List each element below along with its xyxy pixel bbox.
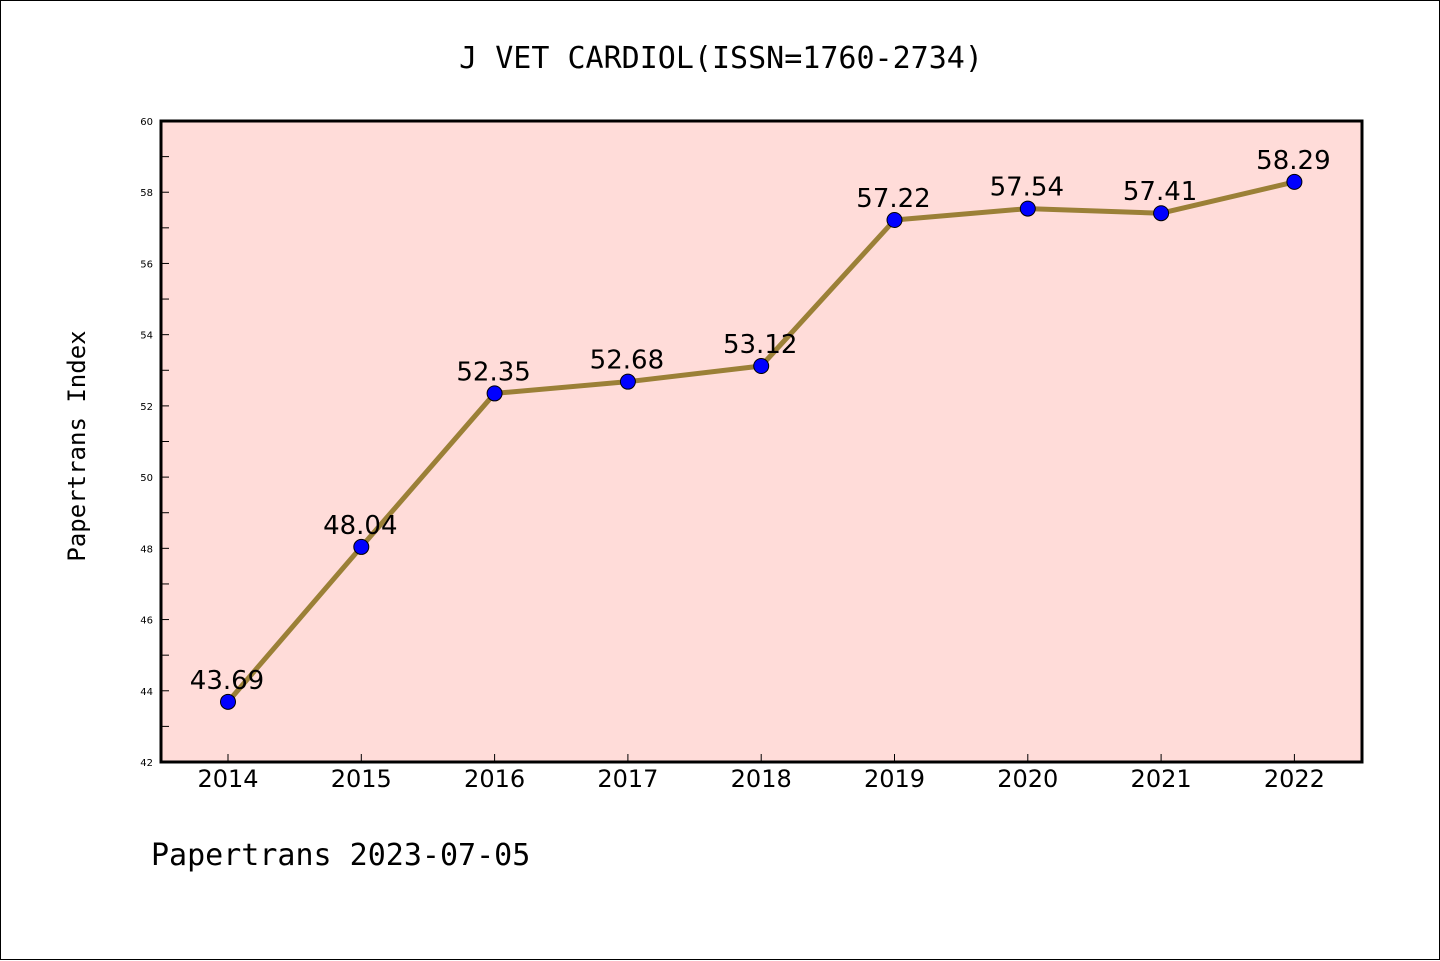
- x-axis: 2014 2015 2016 2017 2018 2019 2020 2021 2022: [197, 754, 1325, 793]
- x-tick-label: 2017: [597, 765, 658, 793]
- data-label: 52.68: [590, 346, 664, 376]
- data-point: [220, 693, 236, 710]
- data-label: 57.54: [990, 173, 1064, 203]
- y-tick-label: 58: [140, 188, 153, 199]
- data-point: [753, 358, 770, 375]
- data-point: [619, 373, 636, 390]
- data-label: 58.29: [1256, 146, 1330, 176]
- data-point: [486, 385, 503, 402]
- x-tick-label: 2019: [864, 765, 925, 793]
- x-tick-label: 2016: [464, 765, 525, 793]
- x-tick-label: 2014: [197, 765, 258, 793]
- data-point: [1153, 205, 1170, 222]
- y-tick-label: 54: [140, 331, 153, 342]
- y-tick-label: 60: [140, 117, 153, 128]
- data-point: [353, 538, 370, 555]
- chart-title: J VET CARDIOL(ISSN=1760-2734): [459, 41, 983, 76]
- y-tick-label: 46: [140, 616, 153, 627]
- y-tick-label: 50: [140, 473, 153, 484]
- y-tick-label: 52: [140, 402, 153, 413]
- data-point: [1019, 200, 1036, 217]
- data-point: [886, 211, 903, 228]
- x-tick-label: 2022: [1264, 765, 1325, 793]
- y-tick-label: 56: [140, 259, 153, 270]
- data-point: [1286, 173, 1303, 190]
- x-tick-label: 2021: [1131, 765, 1192, 793]
- data-label: 53.12: [723, 330, 797, 360]
- data-label: 48.04: [323, 511, 397, 541]
- data-label: 52.35: [456, 357, 530, 387]
- y-axis: 42 44 46 48 50 52 54 56 58 60: [140, 117, 169, 769]
- y-tick-label: 44: [140, 687, 153, 698]
- data-label: 43.69: [190, 666, 264, 696]
- y-tick-label: 42: [140, 758, 153, 769]
- x-tick-label: 2015: [331, 765, 392, 793]
- y-axis-title: Papertrans Index: [63, 330, 91, 561]
- footer-text: Papertrans 2023-07-05: [151, 838, 530, 873]
- x-tick-label: 2018: [731, 765, 792, 793]
- series-layer: 43.69 48.04 52.35 52.68 53.12 57.22 57.54 57.41…: [190, 146, 1331, 710]
- y-tick-label: 48: [140, 544, 153, 555]
- data-label: 57.22: [856, 184, 930, 214]
- plot-area: [159, 119, 1364, 764]
- x-tick-label: 2020: [997, 765, 1058, 793]
- data-label: 57.41: [1123, 177, 1197, 207]
